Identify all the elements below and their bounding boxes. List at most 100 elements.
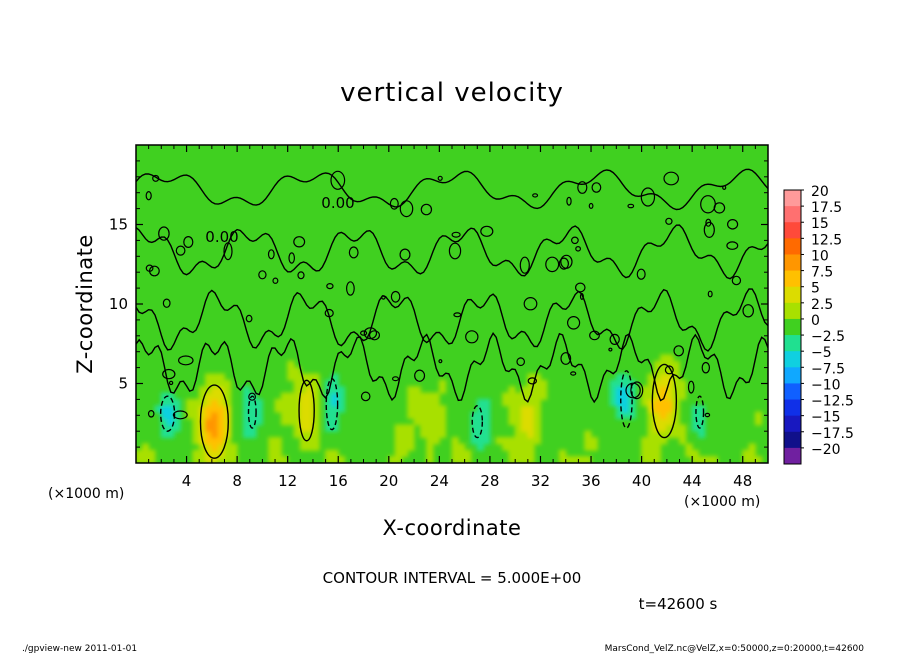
contour-line bbox=[183, 236, 194, 249]
field-cell bbox=[451, 437, 459, 445]
colorbar-swatch bbox=[784, 431, 801, 449]
field-cell bbox=[666, 405, 674, 413]
field-cell bbox=[514, 424, 523, 432]
field-cell bbox=[514, 456, 523, 463]
field-cell bbox=[514, 392, 523, 400]
field-cell bbox=[514, 437, 523, 445]
field-cell bbox=[255, 417, 263, 426]
field-cell bbox=[306, 437, 314, 445]
field-cell bbox=[609, 379, 617, 388]
field-cell bbox=[400, 437, 409, 445]
field-cell bbox=[495, 437, 504, 445]
field-cell bbox=[539, 392, 548, 400]
field-cell bbox=[470, 430, 478, 439]
field-cell bbox=[287, 398, 295, 407]
field-cell bbox=[325, 417, 333, 426]
colorbar-swatch bbox=[784, 351, 801, 368]
field-cell bbox=[438, 424, 447, 432]
field-cell bbox=[419, 405, 428, 413]
field-cell bbox=[691, 417, 699, 426]
field-cell bbox=[451, 449, 459, 458]
field-cell bbox=[558, 456, 567, 463]
field-cell bbox=[483, 411, 491, 419]
field-cell bbox=[312, 443, 320, 451]
field-cell bbox=[647, 373, 655, 381]
field-cell bbox=[268, 443, 276, 451]
field-cell bbox=[306, 417, 314, 426]
contour-line bbox=[588, 202, 594, 209]
field-cell bbox=[148, 449, 156, 458]
field-cell bbox=[426, 405, 434, 413]
field-cell bbox=[312, 424, 320, 432]
field-cell bbox=[483, 398, 491, 407]
field-cell bbox=[432, 411, 440, 419]
field-cell bbox=[660, 417, 668, 426]
field-cell bbox=[590, 437, 598, 445]
contour-line bbox=[159, 395, 176, 432]
contour-line bbox=[566, 196, 572, 206]
field-cell bbox=[653, 411, 662, 419]
field-cell bbox=[647, 424, 655, 432]
contour-line bbox=[172, 410, 188, 420]
field-cell bbox=[223, 443, 232, 451]
field-cell bbox=[299, 424, 308, 432]
field-cell bbox=[407, 437, 415, 445]
field-cell bbox=[691, 405, 699, 413]
field-cell bbox=[205, 437, 213, 445]
field-cell bbox=[192, 430, 200, 439]
field-cell bbox=[527, 398, 535, 407]
field-cell bbox=[514, 430, 523, 439]
field-cell bbox=[508, 449, 516, 458]
field-cell bbox=[660, 354, 668, 362]
field-cell bbox=[249, 430, 257, 439]
field-cell bbox=[173, 417, 181, 426]
contour-line bbox=[532, 193, 539, 198]
field-cell bbox=[413, 398, 421, 407]
field-cell bbox=[666, 392, 674, 400]
field-cell bbox=[205, 398, 213, 407]
field-cell bbox=[407, 398, 415, 407]
contour-line bbox=[293, 236, 306, 248]
field-cell bbox=[280, 456, 289, 463]
field-cell bbox=[464, 456, 472, 463]
colorbar-swatch bbox=[784, 399, 801, 417]
field-cell bbox=[666, 424, 674, 432]
y-tick-label: 5 bbox=[118, 375, 128, 393]
contour-line bbox=[420, 203, 433, 216]
field-cell bbox=[660, 398, 668, 407]
contour-line bbox=[574, 282, 586, 293]
field-cell bbox=[394, 449, 402, 458]
field-cell bbox=[205, 449, 213, 458]
field-cell bbox=[400, 443, 409, 451]
contour-line bbox=[346, 281, 355, 296]
contour-line bbox=[297, 271, 305, 280]
field-cell bbox=[432, 405, 440, 413]
field-cell bbox=[476, 398, 485, 407]
contour-line bbox=[579, 293, 584, 301]
field-cell bbox=[211, 392, 219, 400]
field-cell bbox=[533, 417, 541, 426]
field-cell bbox=[312, 405, 320, 413]
field-cell bbox=[249, 398, 257, 407]
field-cell bbox=[508, 386, 516, 394]
contour-line bbox=[566, 315, 581, 330]
field-cell bbox=[312, 430, 320, 439]
y-axis: 5 10 15 bbox=[109, 160, 768, 448]
field-cell bbox=[274, 437, 282, 445]
x-tick-label: 12 bbox=[278, 472, 297, 490]
field-cell bbox=[647, 398, 655, 407]
field-cell bbox=[205, 430, 213, 439]
field-cell bbox=[660, 379, 668, 388]
field-cell bbox=[426, 430, 434, 439]
field-cell bbox=[615, 386, 624, 394]
field-cell bbox=[293, 411, 301, 419]
field-cell bbox=[533, 373, 541, 381]
field-cell bbox=[426, 437, 434, 445]
field-cell bbox=[438, 386, 447, 394]
field-cell bbox=[457, 456, 466, 463]
field-cell bbox=[622, 405, 630, 413]
field-cell bbox=[136, 456, 143, 463]
field-cell bbox=[666, 411, 674, 419]
footer-right: MarsCond_VelZ.nc@VelZ,x=0:50000,z=0:2000… bbox=[605, 644, 865, 654]
field-cell bbox=[167, 405, 175, 413]
